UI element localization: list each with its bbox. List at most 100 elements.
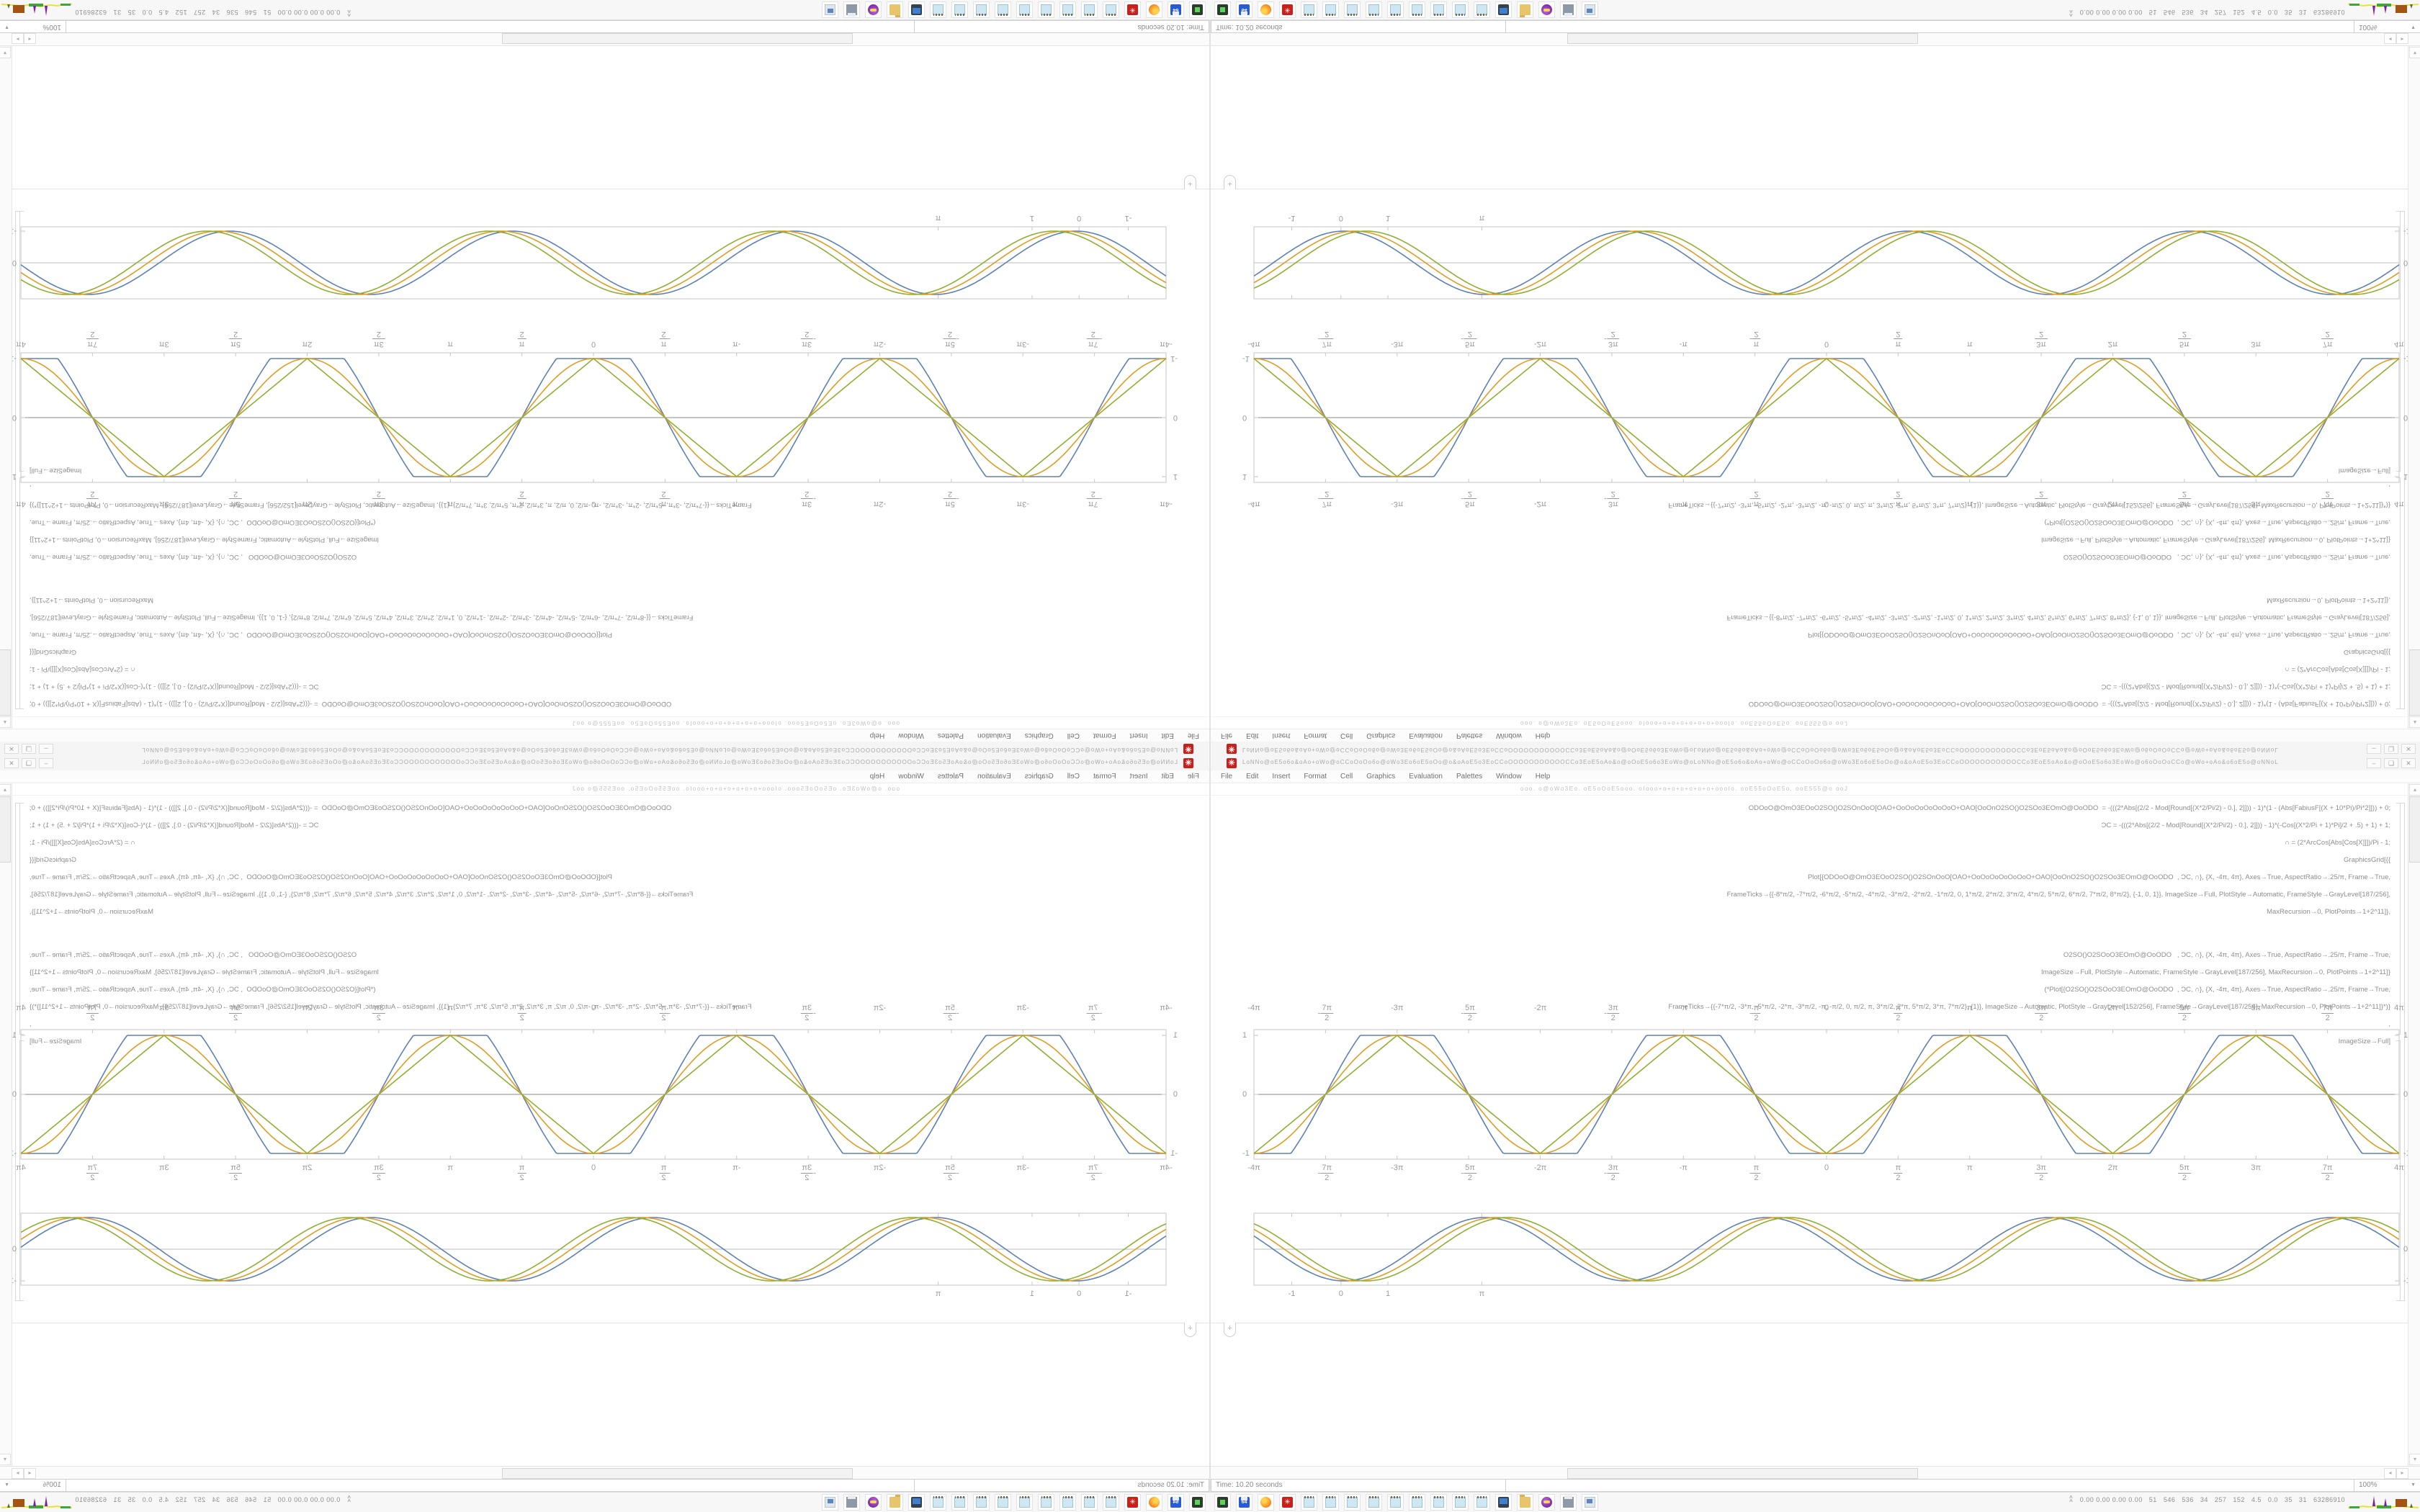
notepad-icon[interactable] (1474, 1, 1490, 18)
close-button[interactable]: ✕ (2401, 744, 2416, 754)
firefox-icon[interactable] (1258, 1494, 1274, 1511)
scroll-up-icon[interactable]: ▴ (0, 716, 11, 728)
notepad-icon[interactable] (1038, 1494, 1054, 1511)
menu-item-help[interactable]: Help (869, 773, 885, 780)
notepad-icon[interactable] (1081, 1494, 1098, 1511)
scroll-up-icon[interactable]: ▴ (0, 784, 11, 796)
mathematica-icon[interactable]: ✳ (1279, 1494, 1296, 1511)
vertical-scroll-thumb[interactable] (0, 796, 11, 863)
code-line[interactable]: Plot[{ODOoO@OmO3EOoO2SO()O2SOnOoO[OAO+Oo… (1807, 873, 2390, 881)
notepad-icon[interactable] (1016, 1, 1033, 18)
vertical-scroll-thumb[interactable] (2409, 796, 2420, 863)
notepad-icon[interactable] (1366, 1, 1382, 18)
print-queue-icon[interactable] (843, 1494, 860, 1511)
scroll-right-icon[interactable]: ▸ (12, 33, 24, 44)
vertical-scrollbar[interactable]: ▴ ▾ (0, 46, 12, 729)
folder-icon[interactable] (1517, 1, 1533, 18)
menu-item-edit[interactable]: Edit (1246, 732, 1259, 739)
menu-item-graphics[interactable]: Graphics (1366, 773, 1396, 780)
menu-item-window[interactable]: Window (898, 732, 924, 739)
scroll-up-icon[interactable]: ▴ (2409, 716, 2420, 728)
cell-insert-plus-icon[interactable]: + (1224, 1323, 1236, 1337)
firefox-icon[interactable] (1146, 1494, 1162, 1511)
vertical-scrollbar[interactable]: ▴ ▾ (2408, 783, 2420, 1466)
mathematica-icon[interactable]: ✳ (1124, 1494, 1141, 1511)
notepad-icon[interactable] (1081, 1, 1098, 18)
notepad-icon[interactable] (930, 1, 946, 18)
notepad-icon[interactable] (1322, 1, 1339, 18)
chevron-up-icon[interactable]: ^ ^ (2069, 7, 2073, 17)
menu-item-edit[interactable]: Edit (1161, 732, 1174, 739)
mathematica-icon[interactable]: ✳ (1279, 1, 1296, 18)
window-title-bar[interactable]: ✳ LoNNo@oE5o6o&oAo+oWo@oCCoOoOo6o@oWo3Eo… (1211, 756, 2420, 771)
zoom-level-dropdown[interactable]: 100% ▼ (2354, 20, 2420, 33)
restore-button[interactable]: ❏ (2384, 744, 2398, 754)
zoom-level-dropdown[interactable]: 100% ▼ (0, 1479, 66, 1492)
notepad-icon[interactable] (1038, 1, 1054, 18)
menu-item-insert[interactable]: Insert (1272, 732, 1291, 739)
scroll-right-icon[interactable]: ▸ (2396, 33, 2408, 44)
horizontal-scrollbar[interactable]: ◂ ▸ (1211, 1466, 2420, 1479)
code-line[interactable]: GraphicsGrid[{{ (2344, 856, 2390, 864)
notepad-icon[interactable] (1344, 1494, 1361, 1511)
print-queue-icon[interactable] (1560, 1494, 1577, 1511)
toolbar[interactable]: ooo. o@oWo3Eo. oE5oOoE5ooo. oIooo+o+o+o+… (0, 716, 1209, 729)
purple-app-icon[interactable] (1538, 1, 1555, 18)
cell-bracket-code[interactable] (2396, 803, 2401, 1035)
menu-item-evaluation[interactable]: Evaluation (1409, 773, 1443, 780)
window-title-bar[interactable]: ✳ LoNNo@oE5o6o&oAo+oWo@oCCoOoOo6o@oWo3Eo… (0, 741, 1209, 756)
code-line[interactable]: ƆC = -(((2*Abs[(2/2 - Mod[Round[(X*2/Pi/… (2101, 822, 2390, 829)
scroll-down-icon[interactable]: ▾ (0, 1454, 11, 1465)
notepad-icon[interactable] (1103, 1494, 1119, 1511)
notepad-icon[interactable] (1452, 1494, 1469, 1511)
scroll-left-icon[interactable]: ◂ (2384, 1468, 2396, 1479)
scroll-down-icon[interactable]: ▾ (0, 47, 11, 58)
dark-app-icon[interactable] (1214, 1, 1231, 18)
notepad-icon[interactable] (1016, 1494, 1033, 1511)
notepad-icon[interactable] (1430, 1, 1447, 18)
vertical-scrollbar[interactable]: ▴ ▾ (2408, 46, 2420, 729)
scroll-up-icon[interactable]: ▴ (2409, 784, 2420, 796)
notepad-icon[interactable] (995, 1, 1011, 18)
cell-bracket-group[interactable] (2401, 803, 2405, 1301)
notepad-icon[interactable] (930, 1494, 946, 1511)
notepad-icon[interactable] (1366, 1494, 1382, 1511)
menu-item-help[interactable]: Help (1535, 732, 1551, 739)
horizontal-scrollbar[interactable]: ◂ ▸ (1211, 33, 2420, 46)
minimize-button[interactable]: – (2367, 744, 2381, 754)
menu-item-window[interactable]: Window (1496, 732, 1522, 739)
menu-item-palettes[interactable]: Palettes (1456, 773, 1483, 780)
scroll-down-icon[interactable]: ▾ (2409, 47, 2420, 58)
zoom-level-dropdown[interactable]: 100% ▼ (0, 20, 66, 33)
menu-item-palettes[interactable]: Palettes (1456, 732, 1483, 739)
window-title-bar[interactable]: ✳ LoNNo@oE5o6o&oAo+oWo@oCCoOoOo6o@oWo3Eo… (0, 756, 1209, 771)
notepad-icon[interactable] (973, 1494, 990, 1511)
horizontal-scroll-thumb[interactable] (502, 1468, 853, 1479)
folder-icon[interactable] (1517, 1494, 1533, 1511)
menu-item-format[interactable]: Format (1093, 732, 1116, 739)
vertical-scroll-thumb[interactable] (0, 649, 11, 716)
menu-item-window[interactable]: Window (898, 773, 924, 780)
toolbar[interactable]: ooo. o@oWo3Eo. oE5oOoE5ooo. oIooo+o+o+o+… (0, 783, 1209, 796)
menu-item-insert[interactable]: Insert (1129, 732, 1148, 739)
show-desktop-icon[interactable] (1582, 1, 1598, 18)
scroll-right-icon[interactable]: ▸ (2396, 1468, 2408, 1479)
horizontal-scrollbar[interactable]: ◂ ▸ (0, 1466, 1209, 1479)
notepad-icon[interactable] (1474, 1494, 1490, 1511)
code-line[interactable]: ImageSize→Full] (2338, 1038, 2390, 1045)
menu-item-insert[interactable]: Insert (1129, 773, 1148, 780)
code-line[interactable]: FrameTicks→{{-7*π/2, -3*π, -5*π/2, -2*π,… (1668, 1003, 2390, 1011)
code-line[interactable]: MaxRecursion→0, PlotPoints→1+2^11]}, (2267, 908, 2390, 916)
code-line[interactable]: (*Plot[{O2SO()O2SOoO3EOmO@OoODO , ƆC, ∩}… (2044, 986, 2390, 994)
purple-app-icon[interactable] (865, 1, 882, 18)
menu-item-file[interactable]: File (1221, 773, 1233, 780)
menu-item-file[interactable]: File (1187, 773, 1199, 780)
menu-item-cell[interactable]: Cell (1340, 773, 1353, 780)
notepad-icon[interactable] (1430, 1494, 1447, 1511)
menu-item-evaluation[interactable]: Evaluation (977, 773, 1011, 780)
menu-item-help[interactable]: Help (1535, 773, 1551, 780)
dark-app-icon[interactable] (1189, 1494, 1206, 1511)
notepad-icon[interactable] (951, 1494, 968, 1511)
menu-item-cell[interactable]: Cell (1340, 732, 1353, 739)
menu-item-insert[interactable]: Insert (1272, 773, 1291, 780)
